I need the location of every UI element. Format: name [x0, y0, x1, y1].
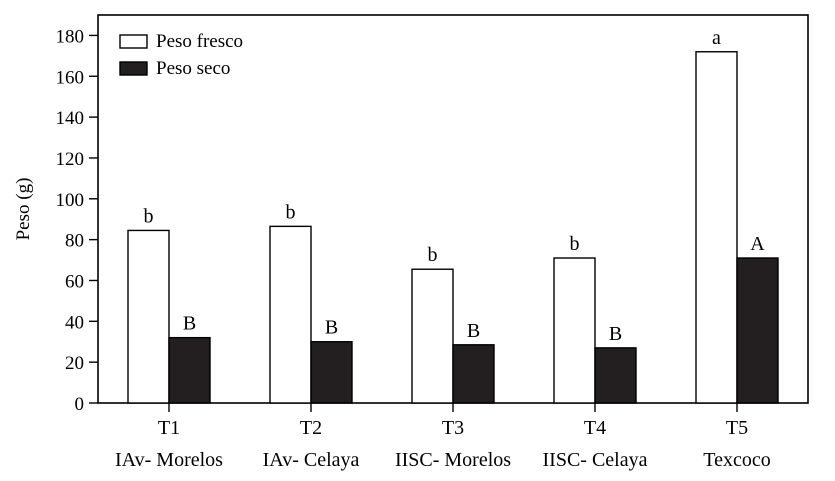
- bar-annotation: A: [750, 233, 765, 255]
- bar-peso-seco: [594, 347, 637, 404]
- y-tick-label: 40: [65, 312, 84, 333]
- y-tick-label: 140: [56, 108, 85, 129]
- bar-peso-fresco: [411, 268, 454, 404]
- bar-annotation: B: [609, 323, 622, 345]
- bars: [127, 51, 779, 404]
- bar-annotation: b: [428, 244, 438, 266]
- bar-peso-fresco: [553, 257, 596, 404]
- x-tick-label-code: T3: [442, 417, 464, 439]
- bar-annotation: b: [286, 201, 296, 223]
- bar-peso-seco: [452, 344, 495, 404]
- significance-annotations: b Bb Bb Bb Ba A: [144, 27, 766, 345]
- bar-peso-fresco: [695, 51, 738, 404]
- y-tick-label: 120: [56, 149, 85, 170]
- legend: Peso fresco Peso seco: [119, 31, 243, 79]
- x-tick-label-name: IISC- Morelos: [395, 449, 511, 471]
- bar-annotation: a: [712, 27, 721, 49]
- x-tick-label-name: IAv- Celaya: [263, 449, 360, 471]
- y-tick-label: 160: [56, 67, 85, 88]
- y-axis-title: Peso (g): [13, 178, 34, 241]
- bar-peso-seco: [310, 341, 353, 404]
- y-tick-label: 20: [65, 353, 84, 374]
- x-tick-label-name: IAv- Morelos: [115, 449, 223, 471]
- bar-peso-fresco: [127, 229, 170, 404]
- x-tick-label-code: T4: [584, 417, 606, 439]
- bar-annotation: B: [467, 320, 480, 342]
- legend-label: Peso seco: [156, 58, 230, 79]
- y-tick-label: 100: [56, 190, 85, 211]
- bar-peso-seco: [168, 336, 211, 404]
- y-tick-label: 80: [65, 231, 84, 252]
- bar-peso-fresco: [269, 225, 312, 404]
- x-axis: T1 IAv- Morelos T2 IAv- Celaya T3 IISC- Morel…: [115, 403, 771, 471]
- bar-annotation: B: [325, 317, 338, 339]
- legend-swatch-peso-seco: [119, 61, 148, 76]
- bar-peso-seco: [736, 257, 779, 404]
- legend-swatch-peso-fresco: [119, 34, 148, 49]
- bar-annotation: B: [183, 313, 196, 335]
- x-tick-label-name: IISC- Celaya: [543, 449, 648, 471]
- bar-annotation: b: [570, 233, 580, 255]
- y-axis: 0 20 40 60 80 100 120 140 160 180: [56, 26, 98, 415]
- y-tick-label: 60: [65, 271, 84, 292]
- legend-label: Peso fresco: [156, 31, 243, 52]
- x-tick-label-code: T5: [726, 417, 748, 439]
- bar-annotation: b: [144, 205, 154, 227]
- y-tick-label: 180: [56, 26, 85, 47]
- x-tick-label-name: Texcoco: [703, 449, 770, 471]
- x-tick-label-code: T2: [300, 417, 322, 439]
- y-tick-label: 0: [75, 394, 85, 415]
- x-tick-label-code: T1: [158, 417, 180, 439]
